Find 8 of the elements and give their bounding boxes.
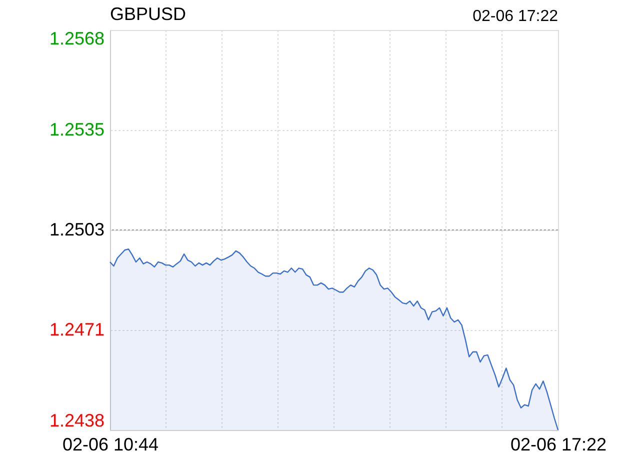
- y-tick-label: 1.2568: [49, 28, 104, 48]
- text: 02-06 17:22: [472, 8, 558, 25]
- chart-title: GBPUSD: [110, 4, 186, 24]
- y-tick-label: 1.2535: [49, 120, 104, 140]
- y-tick-label: 1.2438: [49, 410, 104, 430]
- y-tick-label: 1.2471: [49, 320, 104, 340]
- x-tick-label: 02-06 10:44: [62, 434, 159, 454]
- y-tick-label: 1.2503: [49, 220, 104, 240]
